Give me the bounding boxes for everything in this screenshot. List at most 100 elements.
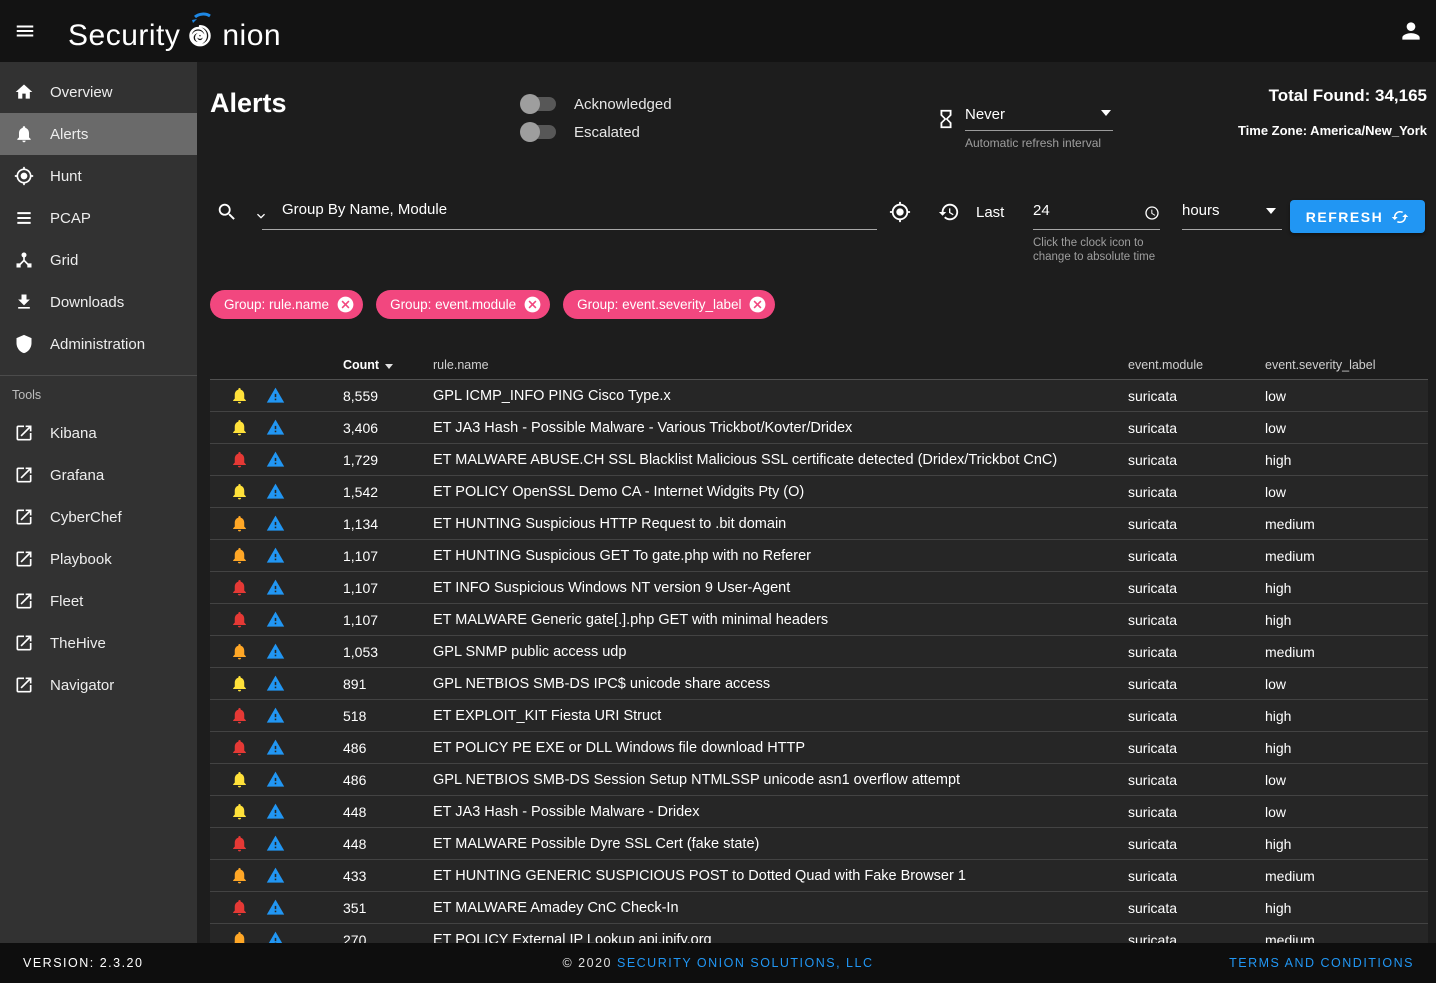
table-row[interactable]: 351 ET MALWARE Amadey CnC Check-In suricat… bbox=[210, 892, 1428, 924]
chip-close-icon[interactable] bbox=[748, 295, 767, 314]
alert-warning-icon[interactable] bbox=[266, 642, 285, 661]
acknowledged-toggle[interactable] bbox=[520, 94, 556, 114]
cell-rule-name[interactable]: ET HUNTING GENERIC SUSPICIOUS POST to Do… bbox=[433, 867, 966, 884]
alert-warning-icon[interactable] bbox=[266, 898, 285, 917]
sidebar-item-pcap[interactable]: PCAP bbox=[0, 197, 197, 239]
escalated-toggle[interactable] bbox=[520, 122, 556, 142]
sidebar-item-grid[interactable]: Grid bbox=[0, 239, 197, 281]
column-header-rule-name[interactable]: rule.name bbox=[433, 357, 489, 372]
severity-bell-icon[interactable] bbox=[230, 610, 249, 629]
table-row[interactable]: 448 ET JA3 Hash - Possible Malware - Drid… bbox=[210, 796, 1428, 828]
severity-bell-icon[interactable] bbox=[230, 546, 249, 565]
sidebar-tool-kibana[interactable]: Kibana bbox=[0, 412, 197, 454]
table-row[interactable]: 433 ET HUNTING GENERIC SUSPICIOUS POST to… bbox=[210, 860, 1428, 892]
sidebar-tool-navigator[interactable]: Navigator bbox=[0, 664, 197, 706]
cell-rule-name[interactable]: ET EXPLOIT_KIT Fiesta URI Struct bbox=[433, 707, 662, 724]
cell-rule-name[interactable]: GPL NETBIOS SMB-DS Session Setup NTMLSSP… bbox=[433, 771, 961, 788]
severity-bell-icon[interactable] bbox=[230, 834, 249, 853]
alert-warning-icon[interactable] bbox=[266, 450, 285, 469]
cell-rule-name[interactable]: ET JA3 Hash - Possible Malware - Dridex bbox=[433, 803, 700, 820]
chip-close-icon[interactable] bbox=[523, 295, 542, 314]
alert-warning-icon[interactable] bbox=[266, 674, 285, 693]
severity-bell-icon[interactable] bbox=[230, 802, 249, 821]
company-link[interactable]: SECURITY ONION SOLUTIONS, LLC bbox=[616, 956, 874, 970]
menu-icon[interactable] bbox=[0, 0, 50, 62]
alert-warning-icon[interactable] bbox=[266, 802, 285, 821]
sidebar-item-administration[interactable]: Administration bbox=[0, 323, 197, 365]
auto-refresh-select[interactable]: Never bbox=[965, 106, 1113, 131]
sidebar-tool-grafana[interactable]: Grafana bbox=[0, 454, 197, 496]
severity-bell-icon[interactable] bbox=[230, 738, 249, 757]
alert-warning-icon[interactable] bbox=[266, 546, 285, 565]
table-row[interactable]: 1,107 ET INFO Suspicious Windows NT versi… bbox=[210, 572, 1428, 604]
column-header-count[interactable]: Count bbox=[343, 358, 433, 372]
alert-warning-icon[interactable] bbox=[266, 578, 285, 597]
sidebar-item-overview[interactable]: Overview bbox=[0, 71, 197, 113]
table-row[interactable]: 8,559 GPL ICMP_INFO PING Cisco Type.x suri… bbox=[210, 380, 1428, 412]
alert-warning-icon[interactable] bbox=[266, 514, 285, 533]
duration-unit-select[interactable]: hours bbox=[1182, 198, 1282, 230]
alert-warning-icon[interactable] bbox=[266, 386, 285, 405]
sidebar-item-alerts[interactable]: Alerts bbox=[0, 113, 197, 155]
table-row[interactable]: 270 ET POLICY External IP Lookup api.ipif… bbox=[210, 924, 1428, 943]
severity-bell-icon[interactable] bbox=[230, 706, 249, 725]
severity-bell-icon[interactable] bbox=[230, 770, 249, 789]
table-row[interactable]: 1,134 ET HUNTING Suspicious HTTP Request … bbox=[210, 508, 1428, 540]
table-row[interactable]: 891 GPL NETBIOS SMB-DS IPC$ unicode share… bbox=[210, 668, 1428, 700]
chip-close-icon[interactable] bbox=[336, 295, 355, 314]
table-row[interactable]: 1,107 ET MALWARE Generic gate[.].php GET … bbox=[210, 604, 1428, 636]
history-icon[interactable] bbox=[938, 201, 960, 223]
group-chip[interactable]: Group: rule.name bbox=[210, 290, 364, 319]
alert-warning-icon[interactable] bbox=[266, 482, 285, 501]
cell-rule-name[interactable]: ET POLICY PE EXE or DLL Windows file dow… bbox=[433, 739, 806, 756]
alert-warning-icon[interactable] bbox=[266, 738, 285, 757]
cell-rule-name[interactable]: GPL ICMP_INFO PING Cisco Type.x bbox=[433, 387, 671, 404]
cell-rule-name[interactable]: ET JA3 Hash - Possible Malware - Various… bbox=[433, 419, 853, 436]
severity-bell-icon[interactable] bbox=[230, 866, 249, 885]
sidebar-tool-cyberchef[interactable]: CyberChef bbox=[0, 496, 197, 538]
sidebar-tool-thehive[interactable]: TheHive bbox=[0, 622, 197, 664]
alert-warning-icon[interactable] bbox=[266, 930, 285, 943]
terms-link[interactable]: TERMS AND CONDITIONS bbox=[1229, 956, 1414, 970]
target-icon[interactable] bbox=[889, 201, 911, 223]
cell-rule-name[interactable]: ET MALWARE ABUSE.CH SSL Blacklist Malici… bbox=[433, 451, 1058, 468]
alert-warning-icon[interactable] bbox=[266, 706, 285, 725]
duration-input[interactable]: 24 bbox=[1033, 198, 1160, 230]
table-row[interactable]: 486 GPL NETBIOS SMB-DS Session Setup NTML… bbox=[210, 764, 1428, 796]
table-row[interactable]: 3,406 ET JA3 Hash - Possible Malware - Va… bbox=[210, 412, 1428, 444]
severity-bell-icon[interactable] bbox=[230, 418, 249, 437]
alert-warning-icon[interactable] bbox=[266, 834, 285, 853]
table-row[interactable]: 518 ET EXPLOIT_KIT Fiesta URI Struct suric… bbox=[210, 700, 1428, 732]
cell-rule-name[interactable]: GPL SNMP public access udp bbox=[433, 643, 627, 660]
severity-bell-icon[interactable] bbox=[230, 482, 249, 501]
column-header-severity[interactable]: event.severity_label bbox=[1265, 357, 1376, 372]
user-avatar-icon[interactable] bbox=[1398, 0, 1424, 62]
table-row[interactable]: 448 ET MALWARE Possible Dyre SSL Cert (fa… bbox=[210, 828, 1428, 860]
alert-warning-icon[interactable] bbox=[266, 418, 285, 437]
table-row[interactable]: 1,542 ET POLICY OpenSSL Demo CA - Interne… bbox=[210, 476, 1428, 508]
cell-rule-name[interactable]: ET HUNTING Suspicious HTTP Request to .b… bbox=[433, 515, 787, 532]
refresh-button[interactable]: REFRESH bbox=[1290, 200, 1425, 233]
table-row[interactable]: 486 ET POLICY PE EXE or DLL Windows file … bbox=[210, 732, 1428, 764]
sidebar-item-hunt[interactable]: Hunt bbox=[0, 155, 197, 197]
query-type-chevron-icon[interactable] bbox=[253, 207, 269, 225]
alert-warning-icon[interactable] bbox=[266, 770, 285, 789]
column-header-event-module[interactable]: event.module bbox=[1128, 357, 1204, 372]
cell-rule-name[interactable]: ET MALWARE Amadey CnC Check-In bbox=[433, 899, 679, 916]
sidebar-tool-fleet[interactable]: Fleet bbox=[0, 580, 197, 622]
severity-bell-icon[interactable] bbox=[230, 386, 249, 405]
table-row[interactable]: 1,729 ET MALWARE ABUSE.CH SSL Blacklist M… bbox=[210, 444, 1428, 476]
alert-warning-icon[interactable] bbox=[266, 610, 285, 629]
severity-bell-icon[interactable] bbox=[230, 674, 249, 693]
cell-rule-name[interactable]: ET MALWARE Possible Dyre SSL Cert (fake … bbox=[433, 835, 760, 852]
cell-rule-name[interactable]: ET POLICY OpenSSL Demo CA - Internet Wid… bbox=[433, 483, 805, 500]
severity-bell-icon[interactable] bbox=[230, 642, 249, 661]
cell-rule-name[interactable]: ET INFO Suspicious Windows NT version 9 … bbox=[433, 579, 791, 596]
severity-bell-icon[interactable] bbox=[230, 450, 249, 469]
severity-bell-icon[interactable] bbox=[230, 578, 249, 597]
severity-bell-icon[interactable] bbox=[230, 930, 249, 943]
alert-warning-icon[interactable] bbox=[266, 866, 285, 885]
group-chip[interactable]: Group: event.module bbox=[376, 290, 551, 319]
sidebar-tool-playbook[interactable]: Playbook bbox=[0, 538, 197, 580]
severity-bell-icon[interactable] bbox=[230, 898, 249, 917]
